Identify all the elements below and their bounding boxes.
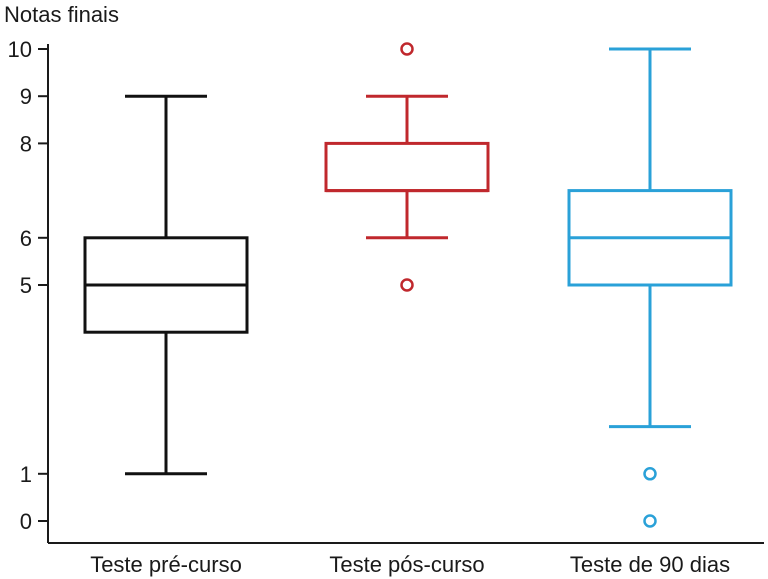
y-axis-label: Notas finais [4,2,119,27]
box-group [83,94,249,476]
box-group [324,42,490,292]
x-category-label: Teste pré-curso [90,552,242,577]
y-tick-label: 10 [8,37,32,62]
y-tick-label: 8 [20,131,32,156]
iqr-box [324,141,490,193]
y-axis: 0 1 5 6 8 9 10 [8,37,49,543]
x-category-label: Teste de 90 dias [570,552,730,577]
outlier-point [400,42,414,56]
boxes [83,42,733,528]
y-tick-label: 5 [20,273,32,298]
outlier-point [400,278,414,292]
x-category-label: Teste pós-curso [329,552,484,577]
y-tick-label: 9 [20,84,32,109]
outlier-point [643,467,657,481]
y-tick-label: 1 [20,462,32,487]
outlier-point [643,514,657,528]
category-labels: Teste pré-curso Teste pós-curso Teste de 9… [90,552,730,577]
y-tick-label: 0 [20,509,32,534]
y-tick-label: 6 [20,226,32,251]
box-group [567,47,733,528]
